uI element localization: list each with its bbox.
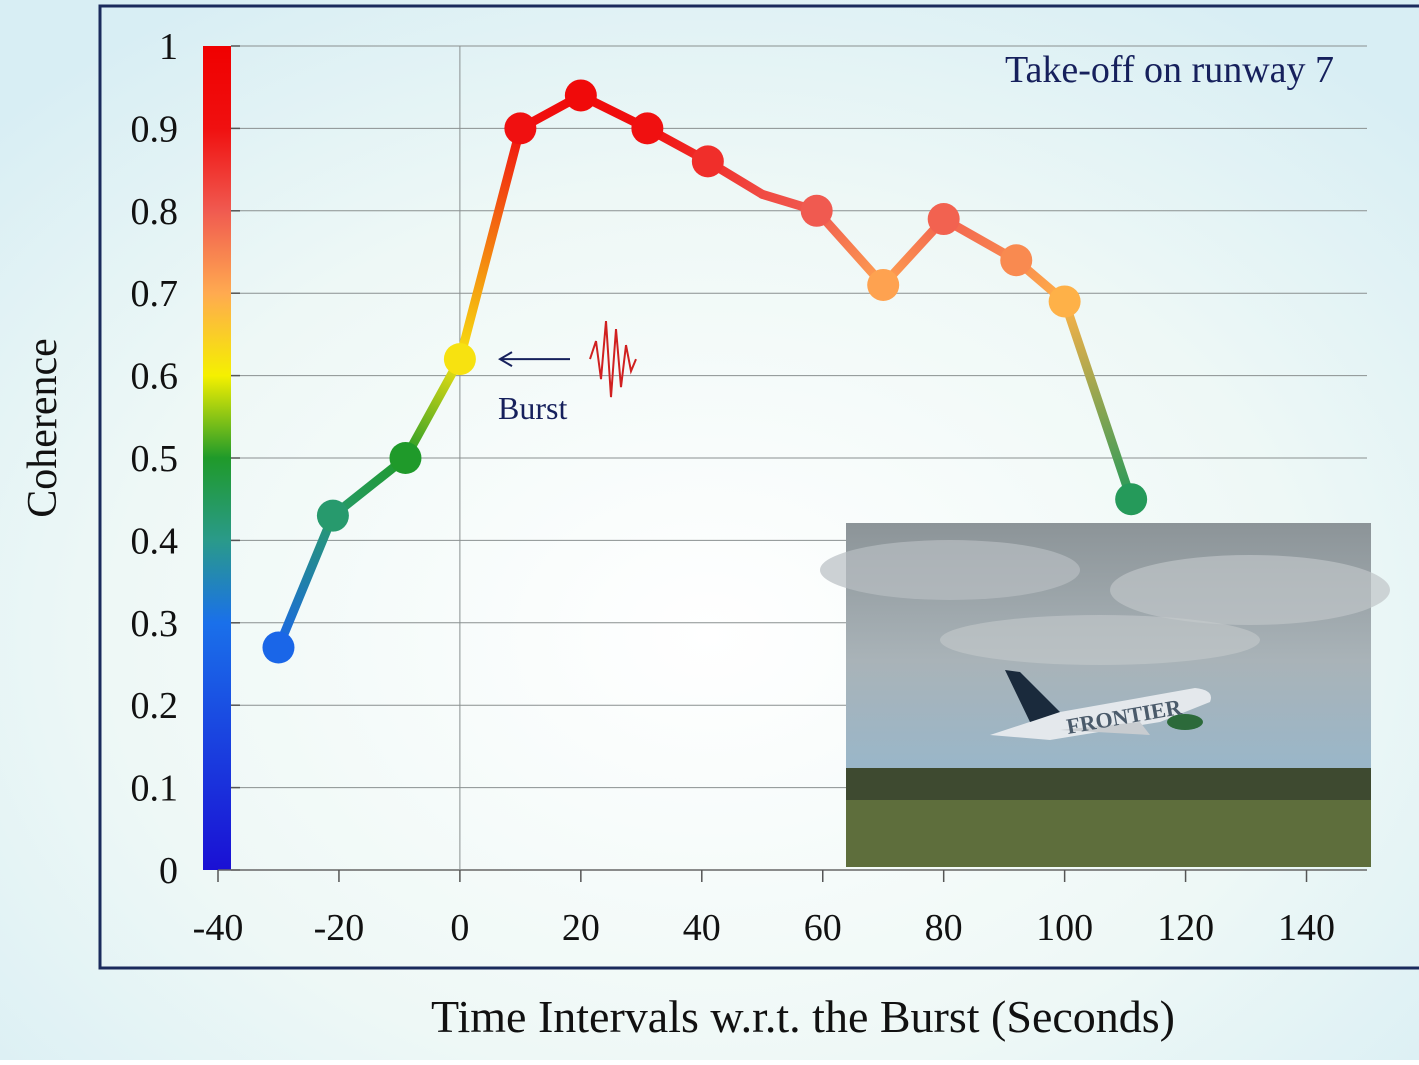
point — [1000, 244, 1033, 277]
x-tick-label: 140 — [1278, 907, 1335, 949]
x-tick-label: 100 — [1036, 907, 1093, 949]
y-axis-label: Coherence — [20, 338, 66, 518]
point — [1115, 483, 1148, 516]
y-tick-label: 0 — [159, 850, 178, 892]
point — [389, 442, 422, 474]
line-segment — [812, 206, 888, 290]
y-tick-label: 0.6 — [131, 356, 179, 398]
x-tick-label: 0 — [450, 907, 469, 949]
y-tick-label: 0.7 — [131, 273, 179, 315]
engine — [1167, 714, 1203, 730]
line-segment — [1060, 296, 1136, 504]
tail — [1005, 670, 1060, 722]
y-tick-label: 0.1 — [131, 768, 179, 810]
x-tick-label: 20 — [562, 907, 600, 949]
point — [867, 268, 900, 301]
y-tick-label: 0.3 — [131, 603, 179, 645]
burst-label: Burst — [498, 390, 567, 426]
point — [631, 112, 664, 145]
x-tick-label: -20 — [314, 907, 365, 949]
frame — [98, 4, 1419, 970]
colorbar — [203, 46, 231, 870]
wing — [1060, 722, 1150, 735]
point — [564, 79, 597, 112]
burst-arrow-head — [498, 351, 513, 367]
cloud — [940, 615, 1260, 665]
x-tick-label: 120 — [1157, 907, 1214, 949]
y-tick-label: 0.4 — [131, 520, 179, 562]
point — [800, 194, 833, 227]
point — [316, 499, 349, 532]
y-tick-label: 0.5 — [131, 438, 179, 480]
x-tick-label: 60 — [804, 907, 842, 949]
x-tick-label: 80 — [925, 907, 963, 949]
inset-photo: FRONTIER — [820, 523, 1390, 867]
line-segment — [273, 511, 338, 653]
point — [504, 112, 537, 145]
trees — [846, 768, 1371, 803]
cloud — [820, 540, 1080, 600]
line-segment — [455, 123, 525, 364]
point — [443, 343, 476, 376]
grass — [846, 800, 1371, 867]
fuselage — [990, 688, 1211, 740]
line-segment — [400, 354, 465, 463]
x-tick-label: 40 — [683, 907, 721, 949]
y-tick-label: 0.8 — [131, 191, 179, 233]
point — [1048, 285, 1081, 318]
point — [691, 145, 724, 178]
point — [927, 203, 960, 236]
y-tick-label: 1 — [159, 26, 178, 68]
point — [262, 631, 295, 664]
y-tick-label: 0.2 — [131, 685, 179, 727]
x-tick-label: -40 — [193, 907, 244, 949]
y-tick-label: 0.9 — [131, 108, 179, 150]
x-axis-label: Time Intervals w.r.t. the Burst (Seconds… — [431, 991, 1175, 1042]
cloud — [1110, 555, 1390, 625]
burst-wave — [589, 321, 637, 398]
annotation: Take-off on runway 7 — [1005, 49, 1334, 91]
